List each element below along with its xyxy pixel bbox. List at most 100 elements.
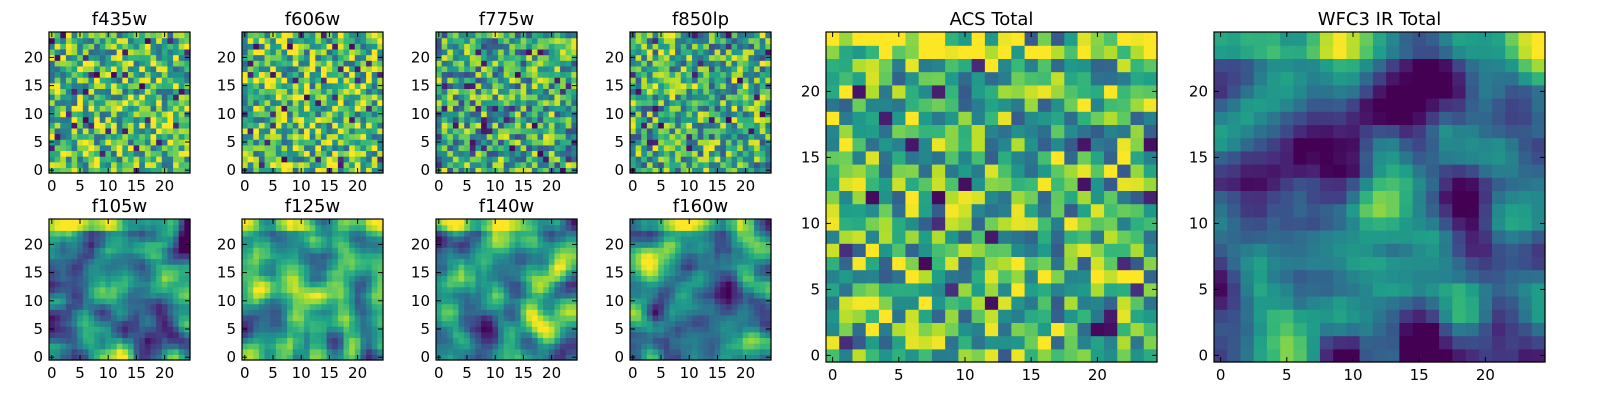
heatmap-cell [447,224,454,231]
heatmap-cell [332,286,339,293]
heatmap-cell [304,43,311,50]
heatmap-cell [287,48,294,56]
heatmap-cell [167,314,174,322]
heatmap-cell [111,337,118,344]
heatmap-cell [692,48,699,56]
heatmap-cell [652,116,659,123]
heatmap-cell [150,144,157,152]
heatmap-cell [641,71,648,78]
heatmap-cell [360,275,367,282]
heatmap-cell [82,88,90,95]
heatmap-cell [658,88,665,95]
heatmap-cell [571,348,578,355]
heatmap-cell [354,258,362,265]
heatmap-cell [337,343,345,350]
heatmap-cell [452,161,460,168]
heatmap-cell [82,303,90,310]
heatmap-cell [127,247,135,254]
heatmap-cell [371,303,378,310]
heatmap-cell [548,235,556,243]
heatmap-cell [658,99,665,106]
heatmap-cell [548,224,556,231]
heatmap-cell [675,116,682,123]
heatmap-cell [537,326,544,333]
heatmap-cell [377,43,384,50]
heatmap-cell [646,37,654,44]
heatmap-cell [105,54,112,61]
heatmap-cell [436,60,443,67]
heatmap-cell [184,127,191,135]
heatmap-cell [264,230,271,237]
heatmap-cell [469,139,477,146]
heatmap-cell [343,116,350,123]
heatmap-cell [111,230,118,237]
heatmap-cell [486,286,493,293]
x-tick-label: 10 [292,177,311,195]
heatmap-cell [320,133,328,140]
heatmap-cell [554,348,561,355]
heatmap-cell [759,43,766,50]
heatmap-cell [298,281,305,288]
heatmap-cell [492,275,499,282]
heatmap-cell [133,110,140,118]
heatmap-cell [144,77,152,84]
heatmap-cell [287,326,294,333]
heatmap-cell [139,161,146,168]
heatmap-cell [663,275,671,282]
heatmap-cell [77,275,84,282]
heatmap-cell [82,161,90,168]
heatmap-cell [139,82,146,89]
heatmap-cell [292,65,299,73]
heatmap-cell [692,43,699,50]
heatmap-cell [469,258,477,265]
heatmap-cell [377,94,384,101]
heatmap-cell [366,354,373,361]
heatmap-cell [349,127,356,135]
heatmap-cell [144,71,152,78]
heatmap-cell [669,314,676,322]
heatmap-cell [54,48,61,56]
heatmap-cell [326,161,333,168]
heatmap-cell [630,133,637,140]
heatmap-cell [343,247,350,254]
heatmap-cell [458,105,465,112]
heatmap-cell [543,337,550,344]
heatmap-cell [441,144,448,152]
heatmap-cell [105,144,112,152]
heatmap-cell [99,281,106,288]
heatmap-cell [503,230,510,237]
heatmap-cell [366,252,373,260]
heatmap-cell [258,264,266,271]
heatmap-cell [281,161,288,168]
heatmap-cell [759,309,766,316]
heatmap-cell [77,139,84,146]
heatmap-cell [565,269,572,276]
heatmap-cell [161,60,169,67]
heatmap-cell [253,127,260,135]
heatmap-cell [264,71,271,78]
heatmap-cell [447,219,454,226]
heatmap-cell [754,139,761,146]
heatmap-cell [281,252,288,260]
heatmap-cell [253,116,260,123]
heatmap-cell [692,77,699,84]
heatmap-cell [675,37,682,44]
heatmap-cell [54,269,61,276]
heatmap-cell [287,144,294,152]
heatmap-cell [54,247,61,254]
heatmap-cell [77,65,84,73]
heatmap-cell [156,32,163,39]
heatmap-cell [725,139,733,146]
heatmap-cell [765,161,772,168]
heatmap-cell [122,94,129,101]
heatmap-cell [122,43,129,50]
heatmap-cell [554,167,561,174]
heatmap-cell [298,37,305,44]
heatmap-cell [630,331,637,339]
heatmap-cell [686,88,693,95]
heatmap-cell [703,292,710,299]
heatmap-cell [692,303,699,310]
heatmap-cell [514,127,522,135]
heatmap-cell [646,32,654,39]
heatmap-cell [641,94,648,101]
